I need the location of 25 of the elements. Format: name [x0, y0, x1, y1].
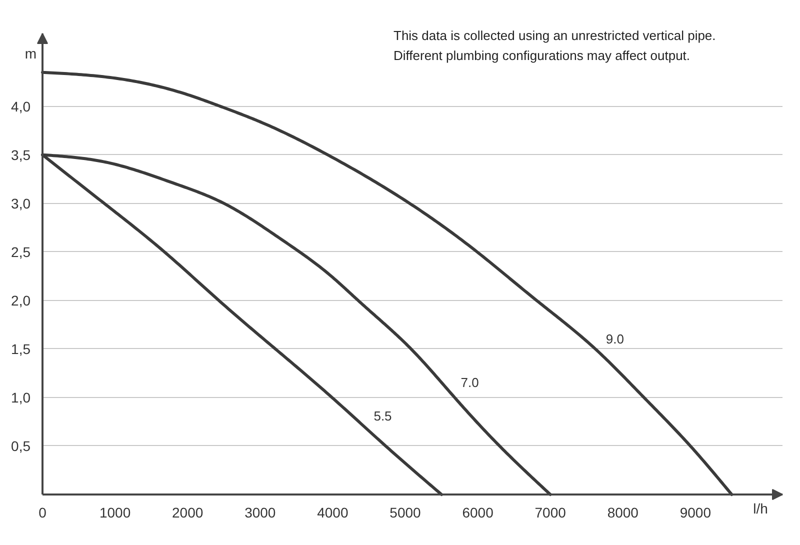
x-tick-label: 5000	[390, 504, 422, 520]
y-tick-label: 1,5	[11, 340, 31, 357]
x-axis-title: l/h	[753, 500, 768, 516]
annotation: Different plumbing configurations may affect output.	[394, 48, 690, 63]
y-tick-label: 3,5	[11, 146, 31, 163]
x-tick-label: 6000	[462, 504, 494, 520]
y-tick-label: 3,0	[11, 195, 31, 212]
annotation: This data is collected using an unrestricted vertical pipe.	[394, 28, 716, 43]
x-tick-label: 2000	[172, 504, 204, 520]
series-label: 7.0	[460, 374, 479, 390]
x-tick-label: 9000	[680, 504, 712, 520]
x-tick-label: 7000	[534, 504, 566, 520]
x-tick-label: 1000	[99, 504, 131, 520]
y-tick-label: 2,0	[11, 292, 31, 308]
y-tick-label: 4,0	[11, 98, 31, 114]
y-tick-label: 0,5	[11, 438, 31, 454]
x-tick-label: 3000	[244, 504, 276, 520]
x-tick-label: 4000	[317, 504, 348, 520]
series-label: 5.5	[374, 408, 392, 424]
x-tick-label: 0	[38, 504, 47, 520]
y-tick-label: 1,0	[11, 389, 31, 406]
y-axis-title: m	[24, 46, 37, 62]
series-label: 9.0	[606, 332, 624, 347]
x-tick-label: 8000	[607, 504, 639, 520]
y-tick-label: 2,5	[11, 244, 31, 260]
